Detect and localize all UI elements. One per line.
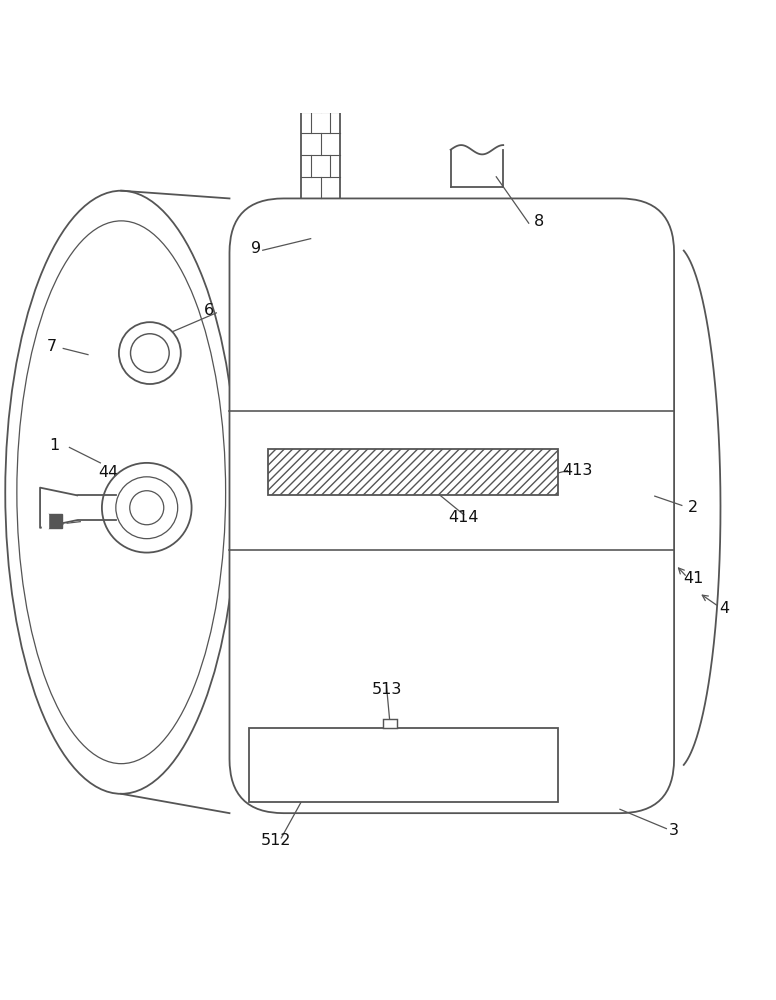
Ellipse shape: [17, 221, 226, 764]
Text: 44: 44: [98, 465, 118, 480]
Text: 8: 8: [534, 214, 544, 229]
Text: 45: 45: [119, 525, 139, 540]
Text: 512: 512: [261, 833, 291, 848]
Circle shape: [116, 477, 178, 539]
Circle shape: [130, 334, 169, 372]
Text: 1: 1: [49, 438, 59, 453]
Text: 41: 41: [683, 571, 704, 586]
Text: 414: 414: [449, 510, 479, 525]
Text: 4: 4: [719, 601, 729, 616]
Ellipse shape: [5, 191, 237, 794]
Bar: [268, 449, 558, 495]
Polygon shape: [48, 514, 62, 528]
Bar: [249, 728, 558, 802]
Text: 6: 6: [203, 303, 213, 318]
Polygon shape: [42, 514, 48, 528]
Text: 47: 47: [47, 517, 68, 532]
FancyBboxPatch shape: [230, 198, 674, 813]
Polygon shape: [40, 488, 77, 528]
Circle shape: [102, 463, 192, 553]
Bar: [383, 719, 397, 728]
Text: 2: 2: [688, 500, 698, 515]
Text: 7: 7: [47, 339, 57, 354]
Text: 9: 9: [251, 241, 262, 256]
Text: 413: 413: [563, 463, 593, 478]
Text: 513: 513: [371, 682, 402, 697]
Text: 3: 3: [669, 823, 679, 838]
Circle shape: [130, 491, 164, 525]
Circle shape: [119, 322, 181, 384]
